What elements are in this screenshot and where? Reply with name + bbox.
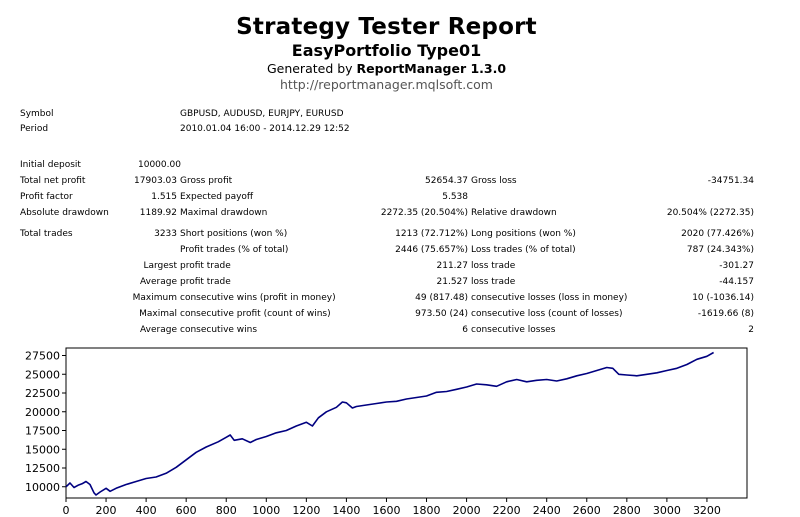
y-tick-label: 12500 xyxy=(25,462,60,475)
x-tick-label: 1400 xyxy=(332,504,360,517)
relative-drawdown-value: 20.504% (2272.35) xyxy=(666,208,754,218)
initial-deposit-label: Initial deposit xyxy=(20,160,81,170)
report-title: Strategy Tester Report xyxy=(236,14,537,40)
total-net-profit-value: 17903.03 xyxy=(134,176,177,186)
x-tick-label: 1800 xyxy=(413,504,441,517)
average-loss-label: loss trade xyxy=(471,277,516,287)
total-trades-label: Total trades xyxy=(20,229,73,239)
profit-factor-label: Profit factor xyxy=(20,192,73,202)
maximal-drawdown-value: 2272.35 (20.504%) xyxy=(380,208,468,218)
symbol-value: GBPUSD, AUDUSD, EURJPY, EURUSD xyxy=(180,109,344,119)
avg-consec-losses-label: consecutive losses xyxy=(471,325,556,335)
gross-loss-label: Gross loss xyxy=(471,176,517,186)
period-value: 2010.01.04 16:00 - 2014.12.29 12:52 xyxy=(180,124,350,134)
generated-prefix: Generated by xyxy=(266,61,357,76)
profit-trades-value: 2446 (75.657%) xyxy=(395,245,468,255)
total-trades-value: 3233 xyxy=(154,229,177,239)
y-tick-label: 22500 xyxy=(25,387,60,400)
absolute-drawdown-value: 1189.92 xyxy=(139,208,177,218)
x-tick-label: 3000 xyxy=(653,504,681,517)
balance-chart: 1000012500150001750020000225002500027500… xyxy=(25,347,748,517)
x-tick-label: 2000 xyxy=(453,504,481,517)
maximal-label: Maximal xyxy=(139,309,177,319)
x-tick-label: 400 xyxy=(136,504,157,517)
average-profit-label: profit trade xyxy=(180,277,231,287)
avg-consec-losses-value: 2 xyxy=(748,325,754,335)
x-tick-label: 800 xyxy=(216,504,237,517)
max-consec-wins-label: consecutive wins (profit in money) xyxy=(180,293,336,303)
expected-payoff-label: Expected payoff xyxy=(180,192,254,202)
avg-consec-wins-label: consecutive wins xyxy=(180,325,258,335)
gross-loss-value: -34751.34 xyxy=(707,176,754,186)
initial-deposit-value: 10000.00 xyxy=(138,160,181,170)
x-tick-label: 2800 xyxy=(613,504,641,517)
balance-line xyxy=(65,351,714,496)
average-profit-value: 21.527 xyxy=(436,277,469,287)
loss-trades-label: Loss trades (% of total) xyxy=(471,245,576,255)
loss-trades-value: 787 (24.343%) xyxy=(686,245,754,255)
x-tick-label: 2200 xyxy=(493,504,521,517)
short-positions-label: Short positions (won %) xyxy=(180,229,288,239)
y-tick-label: 17500 xyxy=(25,425,60,438)
x-axis: 0 200 400 600 800 1000 1200 1400 1600 1800 2000 220… xyxy=(63,498,721,517)
profit-trades-label: Profit trades (% of total) xyxy=(180,245,289,255)
x-tick-label: 600 xyxy=(176,504,197,517)
y-axis: 10000 12500 15000 17500 20000 22500 25000 27500 xyxy=(25,350,66,494)
x-tick-label: 1000 xyxy=(252,504,280,517)
x-tick-label: 0 xyxy=(63,504,70,517)
expected-payoff-value: 5.538 xyxy=(442,192,468,202)
maximal-consec-loss-label: consecutive loss (count of losses) xyxy=(471,309,623,319)
maximal-consec-profit-value: 973.50 (24) xyxy=(415,309,468,319)
report-subtitle: EasyPortfolio Type01 xyxy=(291,41,482,60)
largest-loss-label: loss trade xyxy=(471,261,516,271)
symbol-label: Symbol xyxy=(20,109,54,119)
y-tick-label: 20000 xyxy=(25,406,60,419)
long-positions-label: Long positions (won %) xyxy=(471,229,576,239)
max-consec-losses-value: 10 (-1036.14) xyxy=(692,293,754,303)
average-label: Average xyxy=(140,277,177,287)
max-consec-wins-value: 49 (817.48) xyxy=(415,293,468,303)
y-tick-label: 25000 xyxy=(25,368,60,381)
largest-profit-label: profit trade xyxy=(180,261,231,271)
short-positions-value: 1213 (72.712%) xyxy=(395,229,468,239)
largest-loss-value: -301.27 xyxy=(719,261,754,271)
gross-profit-value: 52654.37 xyxy=(425,176,468,186)
absolute-drawdown-label: Absolute drawdown xyxy=(20,208,109,218)
chart-frame xyxy=(65,347,748,499)
maximal-drawdown-label: Maximal drawdown xyxy=(180,208,268,218)
gross-profit-label: Gross profit xyxy=(180,176,233,186)
maximal-consec-loss-value: -1619.66 (8) xyxy=(697,309,754,319)
x-tick-label: 2400 xyxy=(533,504,561,517)
relative-drawdown-label: Relative drawdown xyxy=(471,208,557,218)
average-loss-value: -44.157 xyxy=(719,277,754,287)
total-net-profit-label: Total net profit xyxy=(20,176,86,186)
profit-factor-value: 1.515 xyxy=(151,192,177,202)
maximal-consec-profit-label: consecutive profit (count of wins) xyxy=(180,309,331,319)
maximum-label: Maximum xyxy=(132,293,177,303)
avg-consec-wins-value: 6 xyxy=(462,325,468,335)
avg-consec-label: Average xyxy=(140,325,177,335)
x-tick-label: 1600 xyxy=(372,504,400,517)
x-tick-label: 3200 xyxy=(693,504,721,517)
y-tick-label: 15000 xyxy=(25,443,60,456)
x-tick-label: 2600 xyxy=(573,504,601,517)
largest-profit-value: 211.27 xyxy=(436,261,469,271)
generated-tool: ReportManager 1.3.0 xyxy=(356,61,507,76)
max-consec-losses-label: consecutive losses (loss in money) xyxy=(471,293,628,303)
x-tick-label: 1200 xyxy=(292,504,320,517)
long-positions-value: 2020 (77.426%) xyxy=(681,229,754,239)
largest-label: Largest xyxy=(143,261,177,271)
y-tick-label: 10000 xyxy=(25,481,60,494)
period-label: Period xyxy=(20,124,49,134)
y-tick-label: 27500 xyxy=(25,350,60,363)
report-url[interactable]: http://reportmanager.mqlsoft.com xyxy=(280,77,493,92)
generated-line: Generated by ReportManager 1.3.0 xyxy=(0,61,773,76)
x-tick-label: 200 xyxy=(96,504,117,517)
